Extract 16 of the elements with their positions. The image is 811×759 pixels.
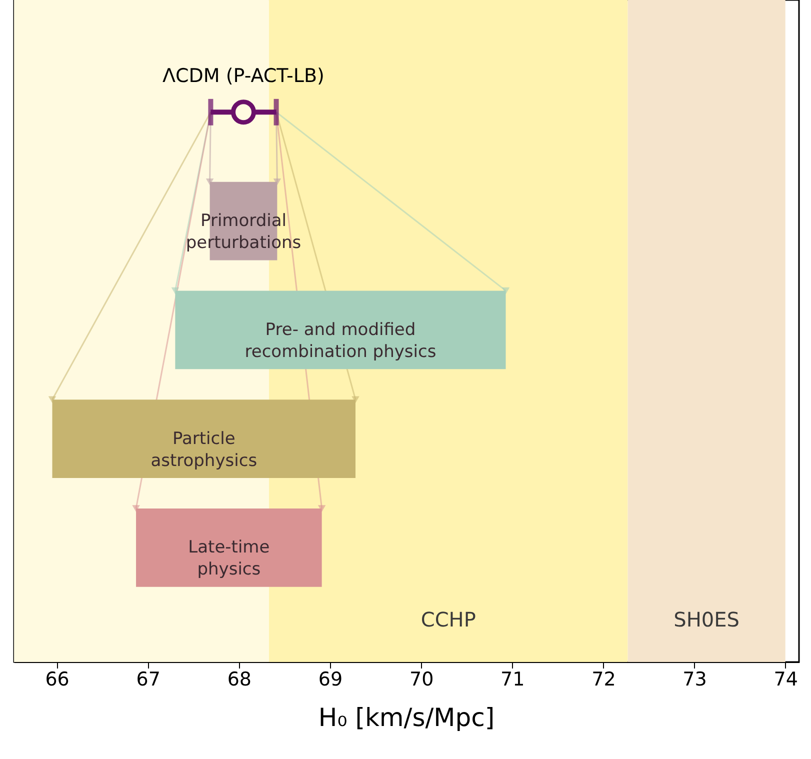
x-tick-label: 69	[318, 668, 343, 690]
x-tick-label: 73	[682, 668, 707, 690]
y-tick-label: Pre- and modified recombination physics	[244, 320, 436, 362]
y-tick-label: ΛCDM (P-ACT-LB)	[162, 65, 324, 88]
x-tick-label: 72	[592, 668, 616, 690]
x-tick-label: 68	[227, 668, 252, 690]
x-axis-title: H₀ [km/s/Mpc]	[318, 703, 495, 732]
x-tick-label: 67	[136, 668, 160, 690]
x-tick-label: 71	[500, 668, 525, 690]
band-label: SH0ES	[674, 608, 740, 632]
x-tick-label: 74	[774, 668, 798, 690]
y-tick-label: Late-time physics	[188, 538, 270, 580]
y-tick-label: Particle astrophysics	[150, 428, 258, 471]
x-tick-label: 70	[409, 668, 434, 690]
x-tick-label: 66	[45, 668, 70, 690]
band-label: CCHP	[420, 608, 476, 632]
